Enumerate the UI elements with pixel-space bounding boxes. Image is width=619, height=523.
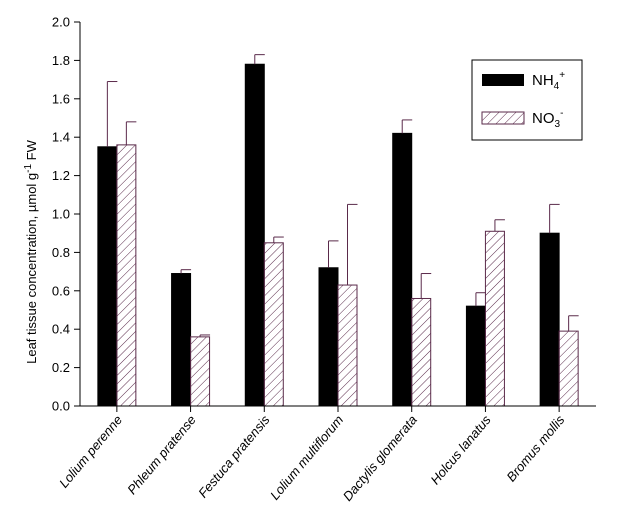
bar-nh4 bbox=[465, 305, 486, 407]
bar-no3 bbox=[411, 297, 432, 407]
bar-no3 bbox=[116, 144, 137, 407]
y-tick-label: 0.2 bbox=[52, 360, 70, 375]
y-tick-label: 0.6 bbox=[52, 283, 70, 298]
y-tick-label: 1.4 bbox=[52, 130, 70, 145]
bar-no3 bbox=[190, 336, 211, 407]
bar-nh4 bbox=[318, 267, 339, 407]
bar-no3 bbox=[558, 330, 579, 407]
y-tick-label: 2.0 bbox=[52, 15, 70, 30]
y-axis: 0.0 0.2 0.4 0.6 0.8 1.0 1.2 1.4 1.6 1.8 2.0 bbox=[52, 15, 81, 414]
x-tick-label: Bromus mollis bbox=[503, 412, 567, 485]
y-axis-label: Leaf tissue concentration, µmol g-1 FW bbox=[23, 139, 39, 364]
bar-nh4 bbox=[97, 146, 118, 407]
x-tick-label: Phleum pratense bbox=[124, 412, 199, 497]
y-tick-label: 0.0 bbox=[52, 399, 70, 414]
legend-box bbox=[471, 59, 583, 141]
legend-label-nh4: NH4+ bbox=[532, 70, 565, 92]
y-tick-label: 0.4 bbox=[52, 322, 70, 337]
y-tick-label: 1.2 bbox=[52, 168, 70, 183]
bar-no3 bbox=[263, 242, 284, 407]
bar-nh4 bbox=[244, 63, 265, 407]
legend-swatch-nh4 bbox=[482, 74, 524, 86]
x-tick-label: Lolium perenne bbox=[56, 412, 125, 490]
y-tick-label: 1.8 bbox=[52, 53, 70, 68]
bar-nh4 bbox=[171, 273, 192, 407]
bar-nh4 bbox=[392, 132, 413, 407]
x-tick-label: Holcus lanatus bbox=[427, 412, 494, 487]
x-tick-label: Lolium multiflorum bbox=[267, 412, 346, 503]
bar-nh4 bbox=[539, 232, 560, 407]
bar-no3 bbox=[484, 230, 505, 407]
legend: NH4+ NO3- bbox=[471, 59, 583, 141]
legend-label-no3: NO3- bbox=[532, 108, 563, 130]
legend-swatch-no3 bbox=[481, 111, 525, 125]
y-tick-label: 1.6 bbox=[52, 91, 70, 106]
x-tick-label: Dactylis glomerata bbox=[340, 412, 420, 504]
y-tick-label: 1.0 bbox=[52, 207, 70, 222]
bar-no3 bbox=[337, 284, 358, 407]
x-tick-label: Festuca pratensis bbox=[195, 412, 273, 501]
y-tick-label: 0.8 bbox=[52, 245, 70, 260]
